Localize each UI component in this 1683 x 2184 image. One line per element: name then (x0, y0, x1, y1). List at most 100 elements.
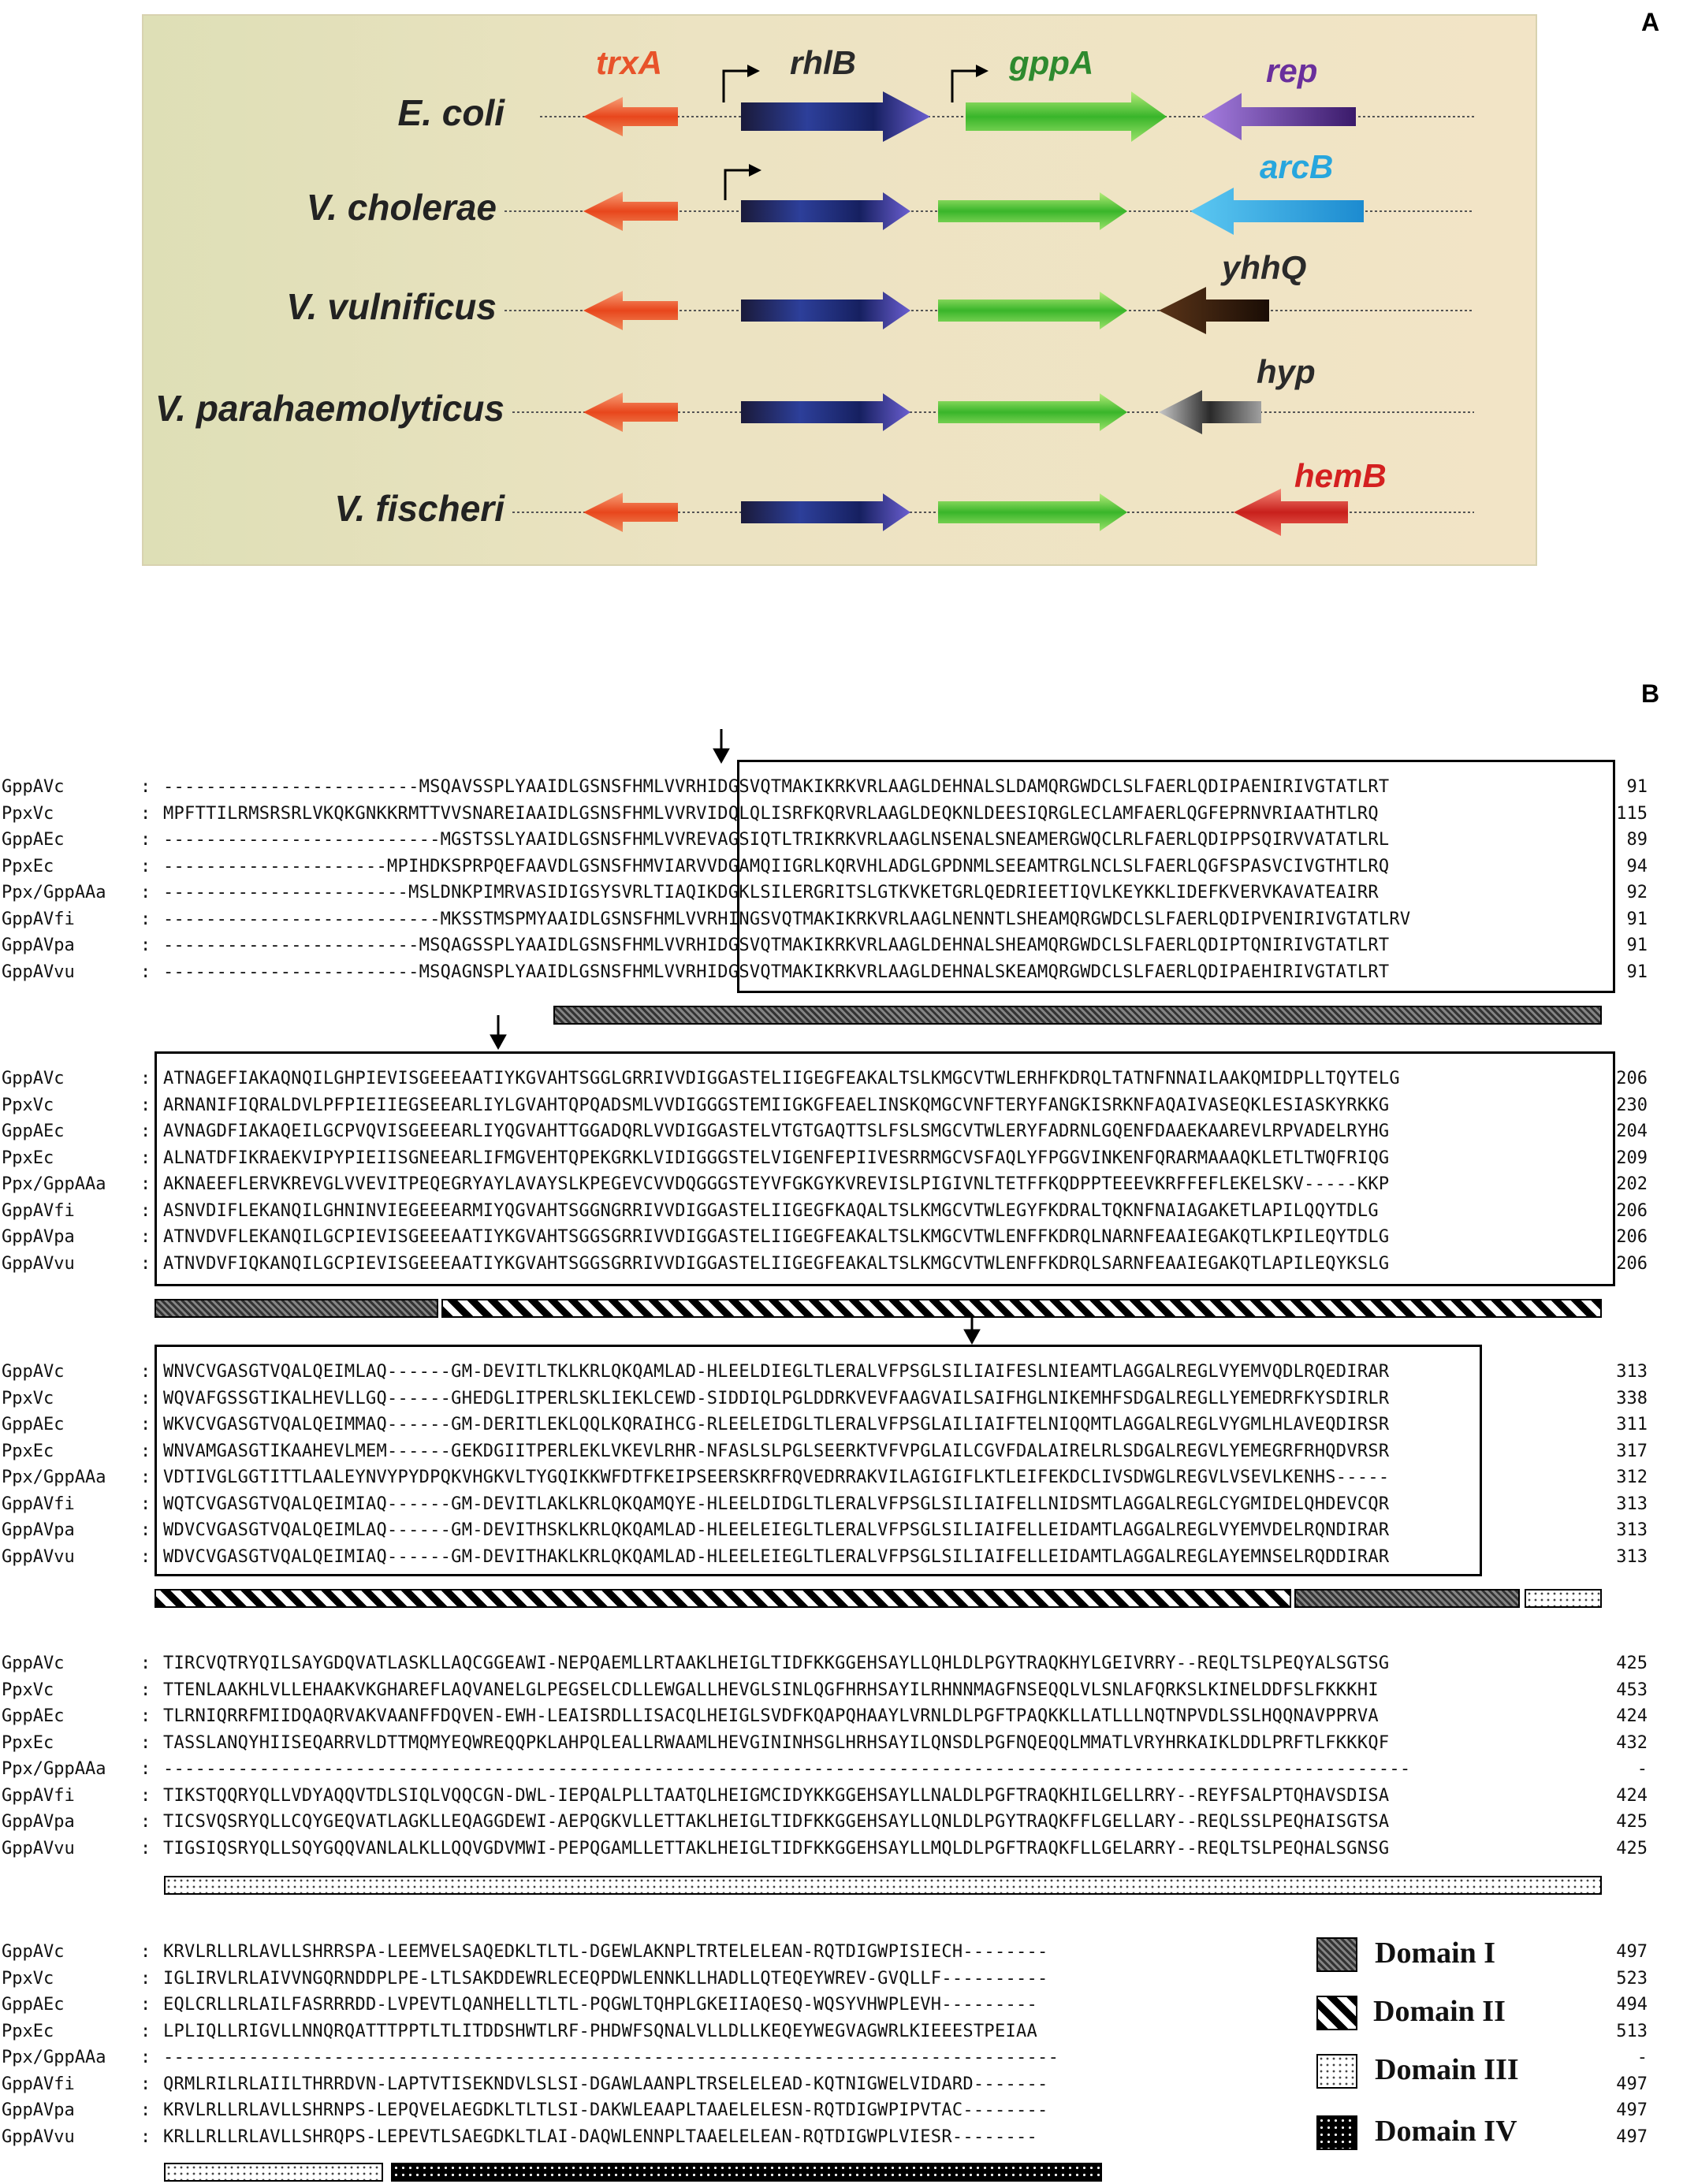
sequence-name: PpxEc (2, 1148, 54, 1168)
promoter-arrowhead (749, 164, 761, 177)
sequence-name: GppAVfi (2, 910, 75, 929)
rhlB-arrow (741, 192, 910, 230)
row-vparahaemolyticus (583, 390, 1261, 434)
row-separator: : (140, 1812, 151, 1832)
sequence-name: Ppx/GppAAa (2, 2048, 106, 2067)
row-separator: : (140, 804, 151, 824)
legend-label: Domain IV (1375, 2115, 1517, 2148)
active-site-arrowhead (490, 1034, 507, 1051)
row-separator: : (140, 1786, 151, 1806)
sequence-name: PpxEc (2, 1733, 54, 1753)
sequence-name: PpxVc (2, 1680, 54, 1700)
sequence-row: --------------------------MKSSTMSPMYAAID… (163, 910, 1411, 929)
residue-count: 94 (1626, 857, 1648, 876)
sequence-row: LPLIQLLRIGVLLNNQRQATTTPPTLTLITDDSHWTLRF-… (163, 2022, 1038, 2041)
sequence-name: PpxEc (2, 1442, 54, 1461)
promoter-arrowhead (747, 65, 760, 77)
residue-count: 91 (1626, 962, 1648, 982)
row-ecoli (583, 65, 1356, 142)
sequence-name: GppAVfi (2, 1494, 75, 1514)
promoter-arrow (722, 69, 747, 102)
alignment-frame (155, 1051, 1615, 1286)
gene-neighborhood-panel: E. coli V. cholerae V. vulnificus V. par… (142, 14, 1537, 566)
sequence-row: ATNAGEFIAKAQNQILGHPIEVISGEEEAATIYKGVAHTS… (163, 1069, 1400, 1088)
sequence-name: PpxVc (2, 1096, 54, 1115)
residue-count: 313 (1616, 1520, 1648, 1540)
residue-count: 89 (1626, 830, 1648, 850)
residue-count: 312 (1616, 1468, 1648, 1487)
sequence-name: GppAEc (2, 1122, 65, 1141)
sequence-row: ATNVDVFIQKANQILGCPIEVISGEEEAATIYKGVAHTSG… (163, 1254, 1390, 1274)
promoter-arrow (724, 169, 749, 200)
row-separator: : (140, 2127, 151, 2147)
legend-swatch-domain-2 (1316, 1996, 1357, 2030)
sequence-name: PpxEc (2, 2022, 54, 2041)
sequence-row: KRLLRLLRLAVLLSHRQPS-LEPEVTLSAEGDKLTLAI-D… (163, 2127, 1038, 2147)
sequence-row: KRVLRLLRLAVLLSHRRSPA-LEEMVELSAQEDKLTLTL-… (163, 1942, 1048, 1962)
gppA-arrow (938, 393, 1127, 431)
residue-count: 497 (1616, 1942, 1648, 1962)
residue-count: - (1636, 2048, 1648, 2067)
residue-count: 425 (1616, 1812, 1648, 1832)
hemB-arrow (1234, 489, 1348, 536)
legend-swatch-domain-1 (1316, 1937, 1357, 1972)
gene-label-hemB: hemB (1294, 457, 1387, 494)
residue-count: 424 (1616, 1706, 1648, 1726)
sequence-name: Ppx/GppAAa (2, 1174, 106, 1194)
residue-count: 497 (1616, 2074, 1648, 2094)
sequence-name: GppAVvu (2, 1839, 75, 1858)
residue-count: 497 (1616, 2127, 1648, 2147)
residue-count: 313 (1616, 1362, 1648, 1382)
sequence-name: GppAVvu (2, 2127, 75, 2147)
gppA-arrow (938, 192, 1127, 230)
sequence-row: ------------------------MSQAGNSPLYAAIDLG… (163, 962, 1390, 982)
sequence-name: PpxVc (2, 1969, 54, 1989)
domain-bar-1 (553, 1006, 1602, 1025)
promoter-arrow (951, 69, 976, 102)
residue-count: 91 (1626, 936, 1648, 955)
species-label: V. cholerae (306, 187, 497, 228)
gene-label-trxA: trxA (596, 44, 663, 81)
sequence-row: -----------------------MSLDNKPIMRVASIDIG… (163, 883, 1379, 902)
sequence-row: ---------------------MPIHDKSPRPQEFAAVDLG… (163, 857, 1390, 876)
sequence-row: TTENLAAKHLVLLEHAAKVKGHAREFLAQVANELGLPEGS… (163, 1680, 1379, 1700)
row-separator: : (140, 1839, 151, 1858)
row-separator: : (140, 2074, 151, 2094)
sequence-row: WKVCVGASGTVQALQEIMMAQ------GM-DERITLEKLQ… (163, 1415, 1390, 1434)
residue-count: 313 (1616, 1494, 1648, 1514)
residue-count: 206 (1616, 1254, 1648, 1274)
sequence-name: GppAVvu (2, 1547, 75, 1567)
sequence-row: TIKSTQQRYQLLVDYAQQVTDLSIQLVQQCGN-DWL-IEP… (163, 1786, 1390, 1806)
gene-label-arcB: arcB (1260, 148, 1334, 185)
residue-count: 230 (1616, 1096, 1648, 1115)
row-separator: : (140, 1389, 151, 1408)
row-separator: : (140, 1174, 151, 1194)
sequence-row: TASSLANQYHIISEQARRVLDTTMQMYEQWREQQPKLAHP… (163, 1733, 1390, 1753)
residue-count: 204 (1616, 1122, 1648, 1141)
residue-count: 432 (1616, 1733, 1648, 1753)
gene-label-gppA: gppA (1009, 44, 1094, 81)
gppA-arrow (966, 91, 1167, 142)
sequence-row: ----------------------------------------… (163, 2048, 1059, 2067)
sequence-name: GppAVfi (2, 1201, 75, 1221)
sequence-name: Ppx/GppAAa (2, 883, 106, 902)
sequence-row: TIGSIQSRYQLLSQYGQQVANLALKLLQQVGDVMWI-PEP… (163, 1839, 1390, 1858)
domain-bar-4 (391, 2163, 1102, 2182)
sequence-row: VDTIVGLGGTITTLAALEYNVYPYDPQKVHGKVLTYGQIK… (163, 1468, 1390, 1487)
legend-label: Domain I (1375, 1937, 1496, 1970)
residue-count: 453 (1616, 1680, 1648, 1700)
residue-count: 206 (1616, 1069, 1648, 1088)
row-separator: : (140, 1759, 151, 1779)
row-separator: : (140, 1468, 151, 1487)
sequence-name: GppAVpa (2, 1812, 75, 1832)
row-separator: : (140, 910, 151, 929)
trxA-arrow (583, 192, 678, 231)
sequence-name: GppAVfi (2, 2074, 75, 2094)
sequence-row: WDVCVGASGTVQALQEIMIAQ------GM-DEVITHAKLK… (163, 1547, 1390, 1567)
row-separator: : (140, 1362, 151, 1382)
gppA-arrow (938, 493, 1127, 531)
sequence-name: GppAVpa (2, 1227, 75, 1247)
sequence-name: GppAVc (2, 1362, 65, 1382)
sequence-row: TLRNIQRRFMIIDQAQRVAKVAANFFDQVEN-EWH-LEAI… (163, 1706, 1379, 1726)
sequence-row: QRMLRILRLAIILTHRRDVN-LAPTVTISEKNDVLSLSI-… (163, 2074, 1048, 2094)
